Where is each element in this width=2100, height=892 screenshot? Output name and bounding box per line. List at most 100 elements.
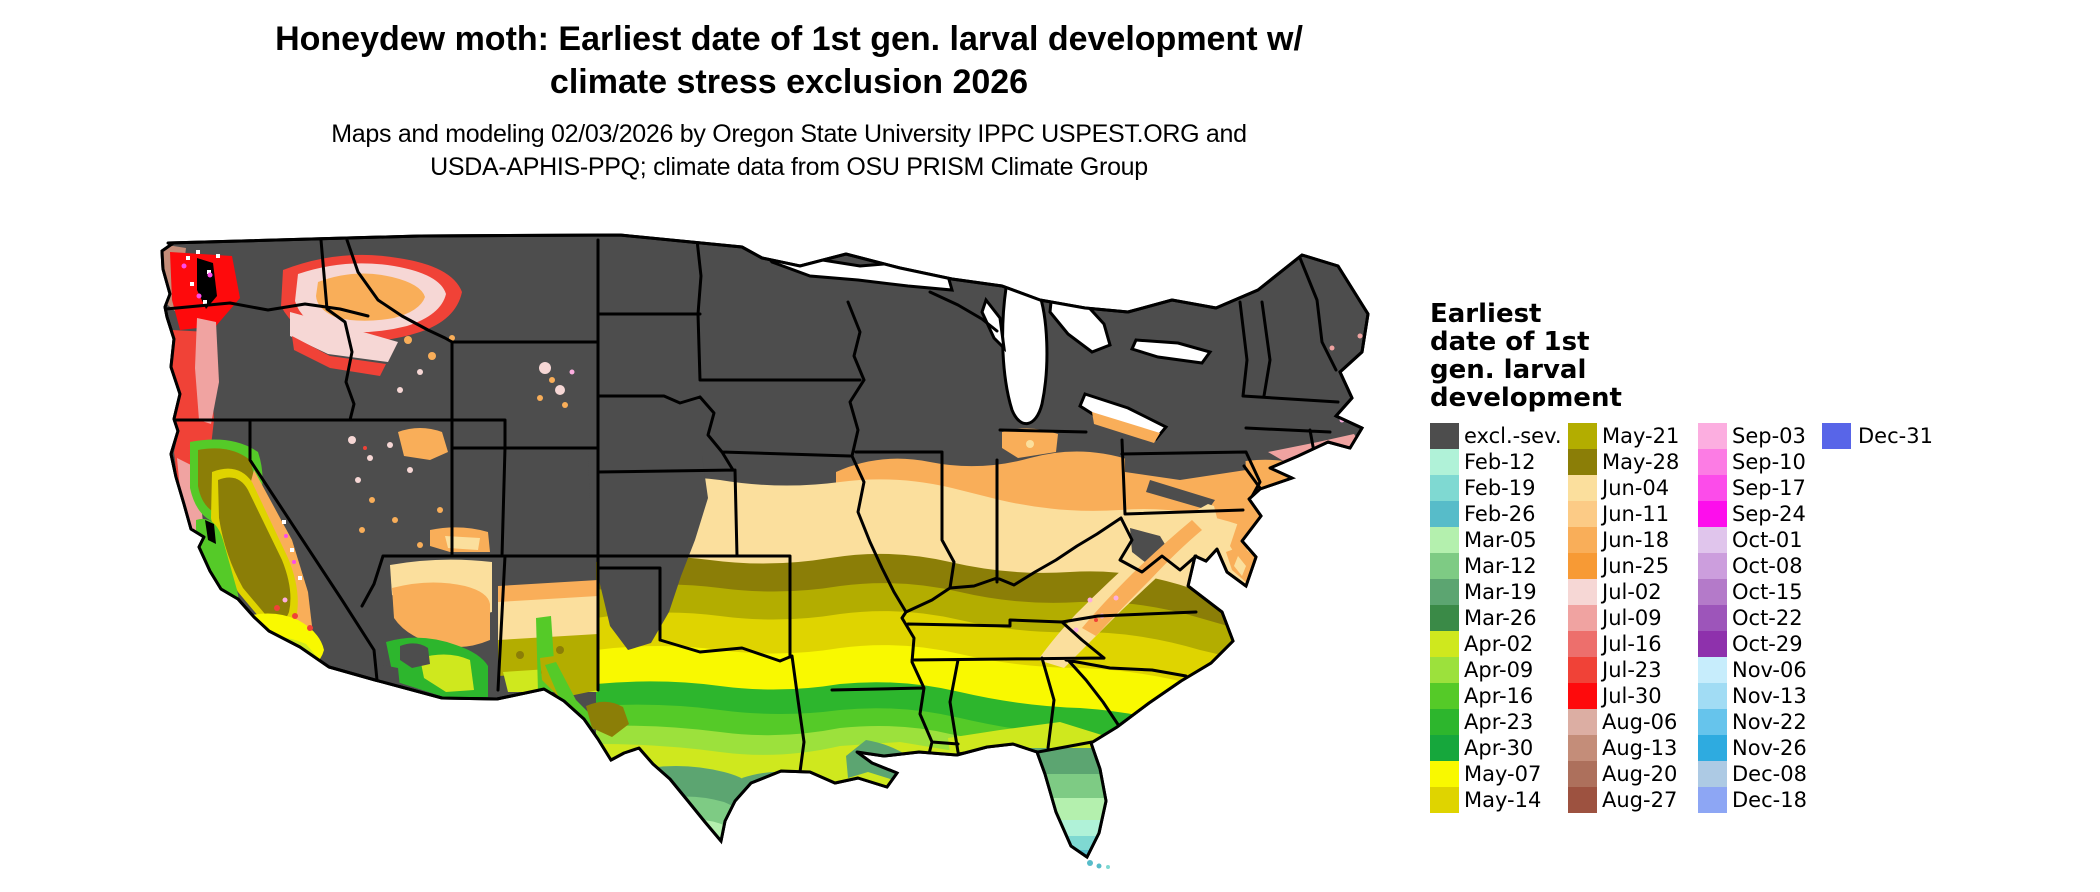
- legend-label-excl.-sev.: excl.-sev.: [1464, 424, 1562, 448]
- legend-swatch-Mar-19: [1430, 579, 1459, 605]
- lake-michigan: [1001, 274, 1049, 425]
- legend-swatch-Nov-22: [1698, 709, 1727, 735]
- lake-shore-strips: [1092, 412, 1160, 443]
- legend-label-Oct-22: Oct-22: [1732, 606, 1803, 630]
- legend-label-Oct-01: Oct-01: [1732, 528, 1803, 552]
- legend-label-Mar-26: Mar-26: [1464, 606, 1537, 630]
- legend-swatch-May-21: [1568, 423, 1597, 449]
- legend-label-Sep-17: Sep-17: [1732, 476, 1806, 500]
- legend-label-Jul-23: Jul-23: [1602, 658, 1662, 682]
- high-plains-gray: [588, 456, 708, 650]
- legend-swatch-Dec-08: [1698, 761, 1727, 787]
- legend-label-May-28: May-28: [1602, 450, 1680, 474]
- legend-swatch-Sep-24: [1698, 501, 1727, 527]
- legend-swatch-Sep-10: [1698, 449, 1727, 475]
- legend-label-Jun-18: Jun-18: [1602, 528, 1670, 552]
- legend-swatch-Aug-13: [1568, 735, 1597, 761]
- legend-label-Nov-26: Nov-26: [1732, 736, 1807, 760]
- lake-ontario: [1129, 338, 1213, 365]
- legend-swatch-Feb-12: [1430, 449, 1459, 475]
- legend-swatch-Feb-26: [1430, 501, 1459, 527]
- map-subtitle-line1: Maps and modeling 02/03/2026 by Oregon S…: [331, 120, 1247, 148]
- legend-label-Nov-06: Nov-06: [1732, 658, 1807, 682]
- legend-label-Apr-09: Apr-09: [1464, 658, 1534, 682]
- legend-swatch-Apr-02: [1430, 631, 1459, 657]
- legend-label-Dec-31: Dec-31: [1858, 424, 1933, 448]
- legend-swatch-Dec-31: [1822, 423, 1851, 449]
- legend-swatch-Aug-20: [1568, 761, 1597, 787]
- legend-swatch-excl.-sev.: [1430, 423, 1459, 449]
- legend-swatch-Mar-26: [1430, 605, 1459, 631]
- legend-label-Jun-11: Jun-11: [1602, 502, 1670, 526]
- legend-label-Feb-26: Feb-26: [1464, 502, 1536, 526]
- legend-label-Jul-30: Jul-30: [1602, 684, 1662, 708]
- legend-label-Dec-18: Dec-18: [1732, 788, 1807, 812]
- legend-swatch-Oct-15: [1698, 579, 1727, 605]
- legend-label-Aug-27: Aug-27: [1602, 788, 1678, 812]
- florida-keys: [1087, 860, 1110, 869]
- legend-swatch-Oct-29: [1698, 631, 1727, 657]
- legend-label-Aug-13: Aug-13: [1602, 736, 1678, 760]
- legend-label-Aug-06: Aug-06: [1602, 710, 1678, 734]
- legend-swatch-Aug-27: [1568, 787, 1597, 813]
- legend-label-Jul-02: Jul-02: [1602, 580, 1662, 604]
- map-subtitle: Maps and modeling 02/03/2026 by Oregon S…: [0, 118, 1578, 184]
- legend-label-Feb-19: Feb-19: [1464, 476, 1536, 500]
- map-title: Honeydew moth: Earliest date of 1st gen.…: [0, 18, 1578, 104]
- legend-swatch-Oct-08: [1698, 553, 1727, 579]
- legend-label-Mar-12: Mar-12: [1464, 554, 1537, 578]
- legend-swatch-Apr-23: [1430, 709, 1459, 735]
- legend-swatch-May-14: [1430, 787, 1459, 813]
- state-borders: [164, 238, 1340, 774]
- legend-swatch-May-28: [1568, 449, 1597, 475]
- legend-swatch-Mar-12: [1430, 553, 1459, 579]
- legend-label-Jun-25: Jun-25: [1602, 554, 1670, 578]
- southwest: [377, 559, 629, 737]
- legend-swatch-Jun-18: [1568, 527, 1597, 553]
- legend-swatch-Jun-25: [1568, 553, 1597, 579]
- legend-label-Sep-10: Sep-10: [1732, 450, 1806, 474]
- legend-swatch-Jul-30: [1568, 683, 1597, 709]
- legend-label-Dec-08: Dec-08: [1732, 762, 1807, 786]
- green-bay: [980, 296, 1007, 353]
- legend-swatch-Sep-03: [1698, 423, 1727, 449]
- legend-swatch-Jun-04: [1568, 475, 1597, 501]
- lake-superior: [752, 240, 955, 292]
- legend-swatch-Oct-22: [1698, 605, 1727, 631]
- legend-swatch-Oct-01: [1698, 527, 1727, 553]
- legend-swatch-Apr-30: [1430, 735, 1459, 761]
- midwest-details: [1002, 428, 1058, 458]
- legend-swatch-Jul-16: [1568, 631, 1597, 657]
- legend-swatch-Sep-17: [1698, 475, 1727, 501]
- map-subtitle-line2: USDA-APHIS-PPQ; climate data from OSU PR…: [430, 153, 1148, 181]
- legend-swatch-Aug-06: [1568, 709, 1597, 735]
- legend-label-Apr-30: Apr-30: [1464, 736, 1534, 760]
- legend-swatch-Nov-26: [1698, 735, 1727, 761]
- legend-label-Oct-29: Oct-29: [1732, 632, 1803, 656]
- legend-swatch-Apr-09: [1430, 657, 1459, 683]
- map-title-line1: Honeydew moth: Earliest date of 1st gen.…: [275, 20, 1303, 58]
- map-title-line2: climate stress exclusion 2026: [549, 63, 1029, 101]
- legend-label-Aug-20: Aug-20: [1602, 762, 1678, 786]
- legend-label-Jun-04: Jun-04: [1602, 476, 1670, 500]
- legend-label-Oct-08: Oct-08: [1732, 554, 1803, 578]
- legend-swatch-Apr-16: [1430, 683, 1459, 709]
- legend-swatch-Feb-19: [1430, 475, 1459, 501]
- legend-label-Apr-23: Apr-23: [1464, 710, 1534, 734]
- legend-label-Mar-05: Mar-05: [1464, 528, 1537, 552]
- legend-swatch-Jul-09: [1568, 605, 1597, 631]
- legend-title: Earliest date of 1st gen. larval develop…: [1430, 299, 1622, 413]
- conus-outline: [160, 233, 1370, 859]
- legend-swatch-May-07: [1430, 761, 1459, 787]
- legend-swatch-Jun-11: [1568, 501, 1597, 527]
- legend-label-Sep-24: Sep-24: [1732, 502, 1806, 526]
- legend-label-Nov-22: Nov-22: [1732, 710, 1807, 734]
- legend-label-Sep-03: Sep-03: [1732, 424, 1806, 448]
- legend-swatch-Dec-18: [1698, 787, 1727, 813]
- legend-label-Nov-13: Nov-13: [1732, 684, 1807, 708]
- legend-swatch-Nov-06: [1698, 657, 1727, 683]
- legend-swatch-Jul-02: [1568, 579, 1597, 605]
- legend-swatch-Jul-23: [1568, 657, 1597, 683]
